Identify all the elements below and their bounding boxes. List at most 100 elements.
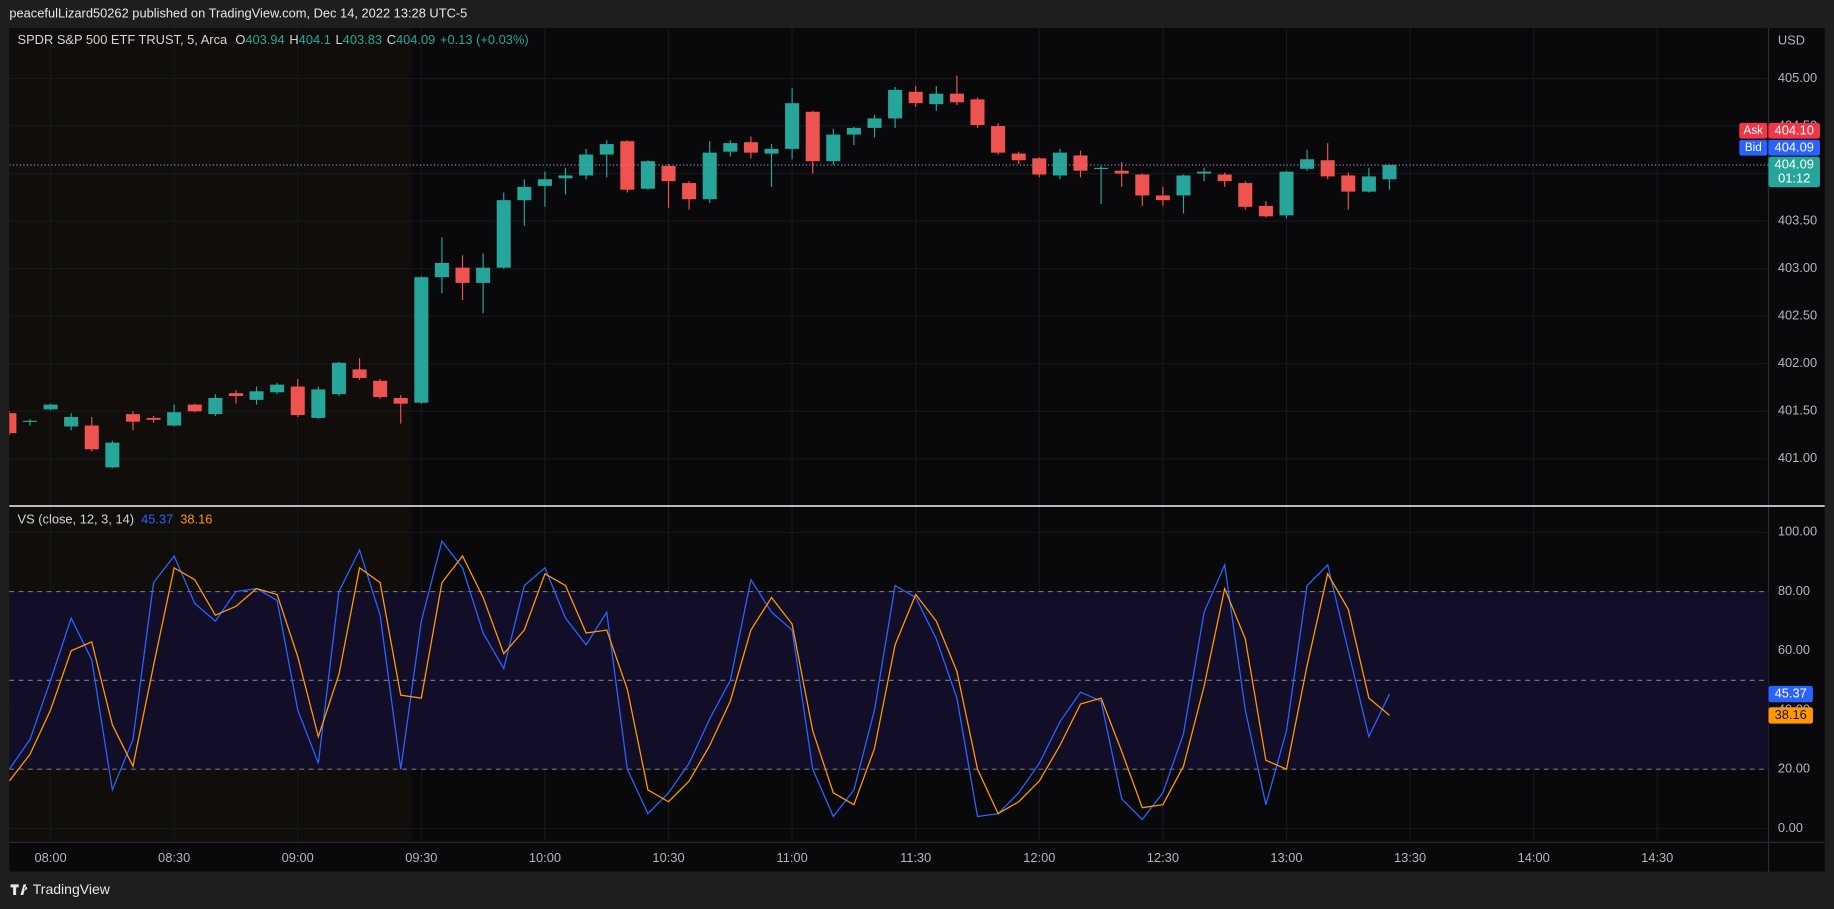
quote-name: Bid [1745, 141, 1762, 154]
candle-body [929, 93, 944, 105]
price-tick-label: 20.00 [1778, 761, 1810, 776]
time-tick-label: 10:00 [529, 850, 561, 865]
candle-body [1032, 158, 1047, 175]
candle-body [1279, 171, 1294, 216]
bar-countdown: 01:12 [1778, 170, 1810, 185]
candle-body [661, 165, 676, 182]
candle-body [1341, 175, 1356, 192]
legend-ohlc-label: L [336, 32, 343, 47]
legend-ohlc-value: 403.83 [343, 32, 382, 47]
oscillator-line [9, 539, 1391, 821]
candle-body [22, 420, 37, 422]
candle-body [455, 267, 470, 283]
legend-change: +0.13 (+0.03%) [440, 32, 529, 47]
time-tick-label: 08:30 [158, 850, 190, 865]
value-tag [1768, 685, 1813, 703]
candle-body [846, 127, 861, 135]
price-tick-label: 402.50 [1778, 308, 1817, 323]
candle-body [64, 416, 79, 427]
candle-body [1073, 155, 1088, 171]
candle-body [991, 126, 1006, 153]
candle-body [311, 389, 326, 418]
candle-body [805, 111, 820, 162]
brand-name: TradingView [33, 881, 111, 897]
price-tick-label: 60.00 [1778, 642, 1810, 657]
candle-body [352, 369, 367, 378]
legend: VS (close, 12, 3, 14) 45.37 38.16 [18, 512, 213, 527]
time-tick-label: 12:00 [1023, 850, 1055, 865]
time-tick-label: 08:00 [34, 850, 66, 865]
candle-body [208, 397, 223, 415]
candle-body [517, 186, 532, 201]
quote-name-tag [1739, 139, 1768, 156]
candle-body [270, 384, 285, 393]
legend-value: 38.16 [180, 512, 212, 527]
legend-ohlc-label: C [387, 32, 396, 47]
candle-body [1155, 195, 1170, 201]
candle-body [228, 393, 243, 397]
legend-title: VS (close, 12, 3, 14) [18, 512, 135, 527]
candle-body [9, 413, 17, 434]
candle-body [1197, 171, 1212, 174]
price-tick-label: 402.00 [1778, 355, 1817, 370]
candle-body [908, 91, 923, 104]
legend-ohlc-label: O [235, 32, 245, 47]
candle-body [723, 143, 738, 152]
legend-ohlc-label: H [289, 32, 298, 47]
candle-body [1238, 183, 1253, 207]
time-tick-label: 09:00 [282, 850, 314, 865]
candle-body [105, 442, 120, 468]
candle-body [1114, 170, 1129, 174]
last-price-value: 404.09 [1775, 156, 1814, 171]
candle-body [888, 89, 903, 119]
candle-body [743, 142, 758, 153]
time-tick-label: 11:30 [900, 850, 931, 865]
quote-name: Ask [1744, 124, 1764, 137]
legend-ohlc-value: 404.1 [299, 32, 331, 47]
candle-body [599, 144, 614, 155]
quote-value-tag [1768, 122, 1820, 139]
oscillator-line [9, 554, 1390, 815]
candle-body [167, 412, 182, 426]
time-tick-label: 14:30 [1641, 850, 1673, 865]
price-tick-label: 0.00 [1778, 820, 1803, 835]
label-layer: 08:00 08:30 09:00 09:30 10:00 10:30 11:00 11:30… [18, 32, 1820, 865]
legend: SPDR S&P 500 ETF TRUST, 5, Arca O403.94 H4… [18, 32, 529, 47]
candle-body [146, 417, 161, 420]
candle-body [125, 414, 140, 422]
axis-unit: USD [1778, 32, 1805, 47]
candle-body [1176, 175, 1191, 196]
candle-body [290, 386, 305, 416]
time-tick-label: 10:30 [652, 850, 684, 865]
candle-body [1382, 164, 1397, 180]
candle-body [373, 380, 388, 397]
candle-body [1258, 205, 1273, 217]
candle-body [496, 200, 511, 268]
candle-body [558, 175, 573, 179]
quote-value-tag [1768, 139, 1820, 156]
candle-body [43, 404, 58, 410]
candle-body [640, 161, 655, 189]
last-price-tag [1768, 156, 1820, 188]
legend-ohlc-value: 404.09 [396, 32, 435, 47]
legend-ohlc-value: 403.94 [245, 32, 284, 47]
time-tick-label: 14:00 [1518, 850, 1550, 865]
price-tick-label: 100.00 [1778, 524, 1817, 539]
candle-body [249, 391, 264, 400]
candle-body [826, 134, 841, 162]
candle-body [1320, 160, 1335, 177]
candle-body [1135, 174, 1150, 196]
price-tick-label: 405.00 [1778, 70, 1817, 85]
candle-body [84, 425, 99, 450]
time-tick-label: 11:00 [776, 850, 807, 865]
value-tag-label: 38.16 [1775, 707, 1807, 722]
candle-body [1361, 176, 1376, 192]
price-tick-label: 80.00 [1778, 583, 1810, 598]
price-tick-label: 403.50 [1778, 212, 1817, 227]
candle-body [867, 118, 882, 128]
price-tick-label: 401.50 [1778, 403, 1817, 418]
time-tick-label: 12:30 [1147, 850, 1179, 865]
candle-body [702, 152, 717, 200]
price-tick-label: 401.00 [1778, 450, 1817, 465]
